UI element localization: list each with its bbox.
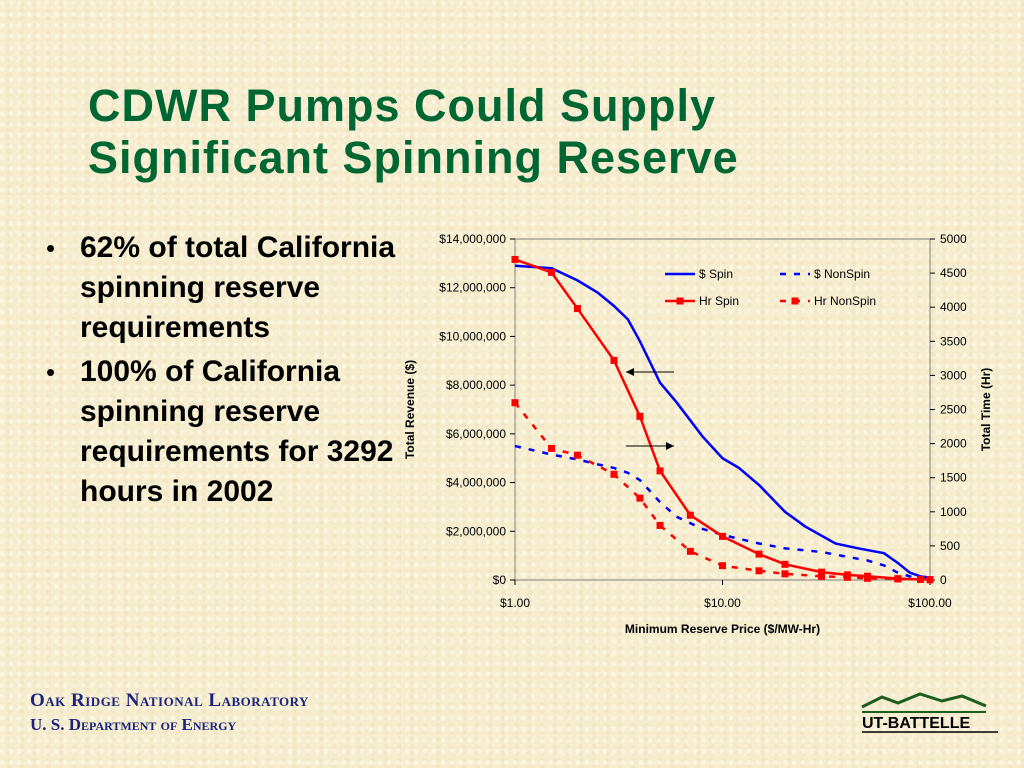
logo-mountain-icon xyxy=(861,692,987,709)
footer-line-1: Oak Ridge National Laboratory xyxy=(30,690,309,711)
y2-tick-label: 500 xyxy=(940,539,960,553)
series-line-2 xyxy=(514,258,931,581)
y2-tick-label: 3000 xyxy=(940,368,967,382)
title-line-2: Significant Spinning Reserve xyxy=(88,132,739,183)
y-tick-label: $8,000,000 xyxy=(446,378,506,392)
y2-tick-label: 0 xyxy=(940,573,947,587)
y-tick-label: $0 xyxy=(493,573,507,587)
series-point-3 xyxy=(755,567,763,575)
y-tick-label: $14,000,000 xyxy=(439,232,506,246)
y-tick-label: $4,000,000 xyxy=(446,476,506,490)
y2-tick-label: 4500 xyxy=(940,266,967,280)
bullet-item: • 62% of total California spinning reser… xyxy=(40,228,400,348)
x-axis-label: Minimum Reserve Price ($/MW-Hr) xyxy=(625,622,820,636)
series-point-3 xyxy=(656,521,664,529)
y2-tick-label: 2500 xyxy=(940,403,967,417)
y2-tick-label: 3500 xyxy=(940,334,967,348)
series-point-3 xyxy=(636,494,644,502)
legend-label: Hr Spin xyxy=(699,294,739,308)
footer-org: Oak Ridge National Laboratory U. S. Depa… xyxy=(30,690,309,735)
y-tick-label: $6,000,000 xyxy=(446,427,506,441)
bullet-list: • 62% of total California spinning reser… xyxy=(40,228,400,516)
title-line-1: CDWR Pumps Could Supply xyxy=(88,80,716,131)
series-point-3 xyxy=(818,572,826,580)
series-point-3 xyxy=(894,575,902,583)
legend-marker xyxy=(676,297,684,305)
series-point-3 xyxy=(548,444,556,452)
series-point-3 xyxy=(610,470,618,478)
series-point-3 xyxy=(926,576,934,584)
bullet-dot-icon: • xyxy=(46,233,56,263)
series-point-3 xyxy=(917,575,925,583)
series-point-2 xyxy=(719,532,726,540)
plot-area xyxy=(514,238,931,581)
legend-label: Hr NonSpin xyxy=(814,294,876,308)
y2-tick-label: 1000 xyxy=(940,505,967,519)
y2-tick-label: 1500 xyxy=(940,471,967,485)
y-tick-label: $2,000,000 xyxy=(446,524,506,538)
series-point-2 xyxy=(755,550,763,558)
series-point-2 xyxy=(686,511,694,519)
series-point-2 xyxy=(548,268,556,276)
slide-title: CDWR Pumps Could Supply Significant Spin… xyxy=(88,80,988,184)
series-point-3 xyxy=(843,573,851,581)
series-point-3 xyxy=(864,574,872,582)
ut-battelle-logo: UT-BATTELLE xyxy=(861,692,998,733)
bullet-item: • 100% of California spinning reserve re… xyxy=(40,352,400,512)
series-line-1 xyxy=(514,444,931,579)
series-point-2 xyxy=(636,412,644,420)
footer-line-2: U. S. Department of Energy xyxy=(30,715,237,734)
series-point-3 xyxy=(686,547,694,555)
x-tick-label: $100.00 xyxy=(908,596,952,610)
series-point-3 xyxy=(511,399,519,407)
series-point-3 xyxy=(573,451,581,459)
series-line-0 xyxy=(514,264,931,579)
series-point-2 xyxy=(511,255,519,263)
series-point-2 xyxy=(656,467,664,475)
bullet-dot-icon: • xyxy=(46,357,56,387)
legend-label: $ Spin xyxy=(699,267,733,281)
logo-text: UT-BATTELLE xyxy=(862,715,970,732)
annotation-arrowhead-right xyxy=(666,442,674,450)
series-point-2 xyxy=(818,568,826,576)
bullet-text: 62% of total California spinning reserve… xyxy=(80,231,396,344)
series-point-3 xyxy=(719,562,726,570)
legend-marker xyxy=(791,297,799,305)
chart-annotations xyxy=(626,368,674,450)
y2-tick-label: 4000 xyxy=(940,300,967,314)
series-point-2 xyxy=(610,356,618,364)
series-point-3 xyxy=(781,570,789,578)
y2-tick-label: 2000 xyxy=(940,437,967,451)
series-point-2 xyxy=(573,305,581,313)
y-axis-label: Total Revenue ($) xyxy=(403,360,417,459)
revenue-time-chart: $0 $2,000,000 $4,000,000 $6,000,000 $8,000,0… xyxy=(403,232,993,636)
x-tick-label: $10.00 xyxy=(704,596,741,610)
y-tick-label: $10,000,000 xyxy=(439,329,506,343)
annotation-arrowhead-left xyxy=(626,368,634,376)
series-line-3 xyxy=(514,401,931,581)
series-point-2 xyxy=(781,560,789,568)
y2-axis-label: Total Time (Hr) xyxy=(979,368,993,452)
bullet-text: 100% of California spinning reserve requ… xyxy=(80,355,394,508)
y2-tick-label: 5000 xyxy=(940,232,967,246)
y-tick-label: $12,000,000 xyxy=(439,281,506,295)
legend-label: $ NonSpin xyxy=(814,267,870,281)
x-tick-label: $1.00 xyxy=(500,596,530,610)
